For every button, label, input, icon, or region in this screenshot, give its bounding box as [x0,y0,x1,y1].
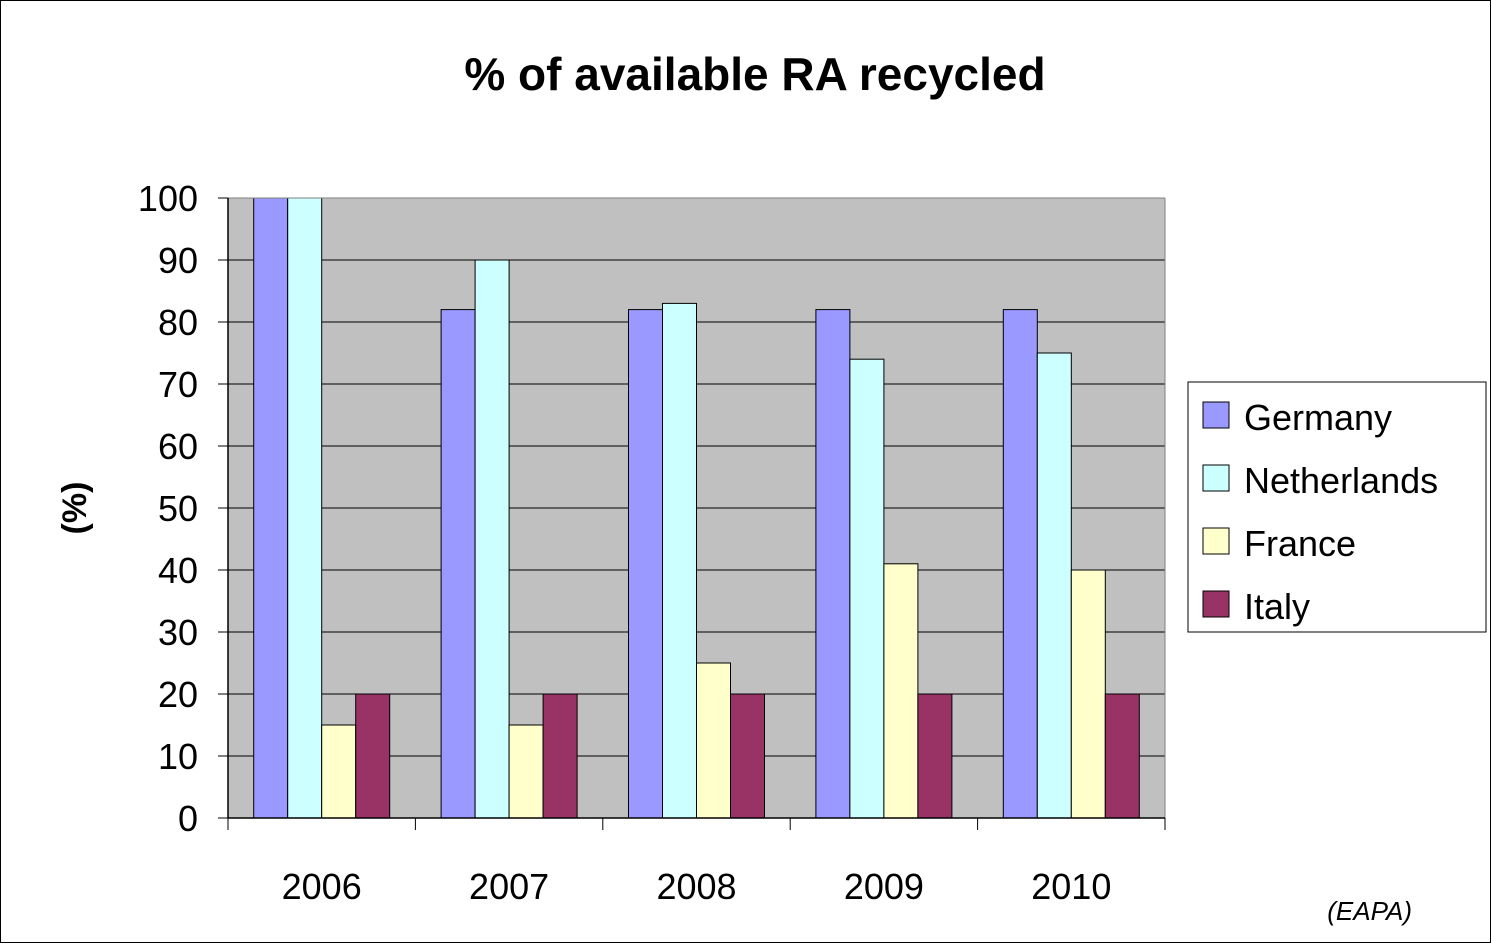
y-tick-label: 30 [158,612,198,653]
bar-germany-2007 [440,309,476,819]
y-tick-label: 20 [158,674,198,715]
bar-france-2009 [883,563,919,819]
x-tick-labels: 2006 2007 2008 2009 2010 [282,866,1112,907]
bar-italy-2007 [542,693,578,819]
bar-italy-2006 [355,693,391,819]
x-tick-label: 2009 [844,866,924,907]
legend-swatch-france [1202,527,1230,555]
x-tick-label: 2007 [469,866,549,907]
legend-box [1187,381,1487,633]
y-tick-label: 50 [158,488,198,529]
bars [253,197,1140,819]
chart-title: % of available RA recycled [464,48,1045,100]
y-tick-label: 60 [158,426,198,467]
source-note: (EAPA) [1327,896,1412,926]
bar-france-2010 [1070,569,1106,819]
legend-swatch-germany [1202,401,1230,429]
axes [218,197,1166,830]
y-tick-label: 100 [138,178,198,219]
bar-germany-2009 [815,309,851,819]
legend-swatch-italy [1202,590,1230,618]
bar-netherlands-2007 [474,259,510,819]
legend-label-netherlands: Netherlands [1244,460,1438,501]
y-tick-label: 40 [158,550,198,591]
legend: Germany Netherlands France Italy [1187,381,1487,633]
bar-germany-2006 [253,197,289,819]
legend-swatch-netherlands [1202,464,1230,492]
bar-netherlands-2010 [1036,352,1072,819]
bar-germany-2008 [628,309,663,819]
bar-france-2007 [508,724,544,819]
x-tick-label: 2010 [1031,866,1111,907]
y-tick-label: 90 [158,240,198,281]
x-tick-label: 2006 [282,866,362,907]
bar-netherlands-2008 [662,302,697,819]
bar-france-2008 [696,662,731,819]
bar-netherlands-2006 [287,197,323,819]
bar-italy-2009 [917,693,953,819]
bar-france-2006 [321,724,357,819]
legend-label-france: France [1244,523,1356,564]
bar-italy-2010 [1104,693,1140,819]
legend-label-germany: Germany [1244,397,1392,438]
bar-italy-2008 [730,693,765,819]
y-axis-label: (%) [56,482,94,535]
y-tick-label: 80 [158,302,198,343]
bar-netherlands-2009 [849,358,885,819]
y-tick-labels: 0 10 20 30 40 50 60 70 80 90 100 [138,178,198,839]
bar-germany-2010 [1002,309,1038,819]
y-tick-label: 10 [158,736,198,777]
y-tick-label: 70 [158,364,198,405]
x-tick-label: 2008 [656,866,736,907]
legend-label-italy: Italy [1244,586,1310,627]
y-tick-label: 0 [178,798,198,839]
